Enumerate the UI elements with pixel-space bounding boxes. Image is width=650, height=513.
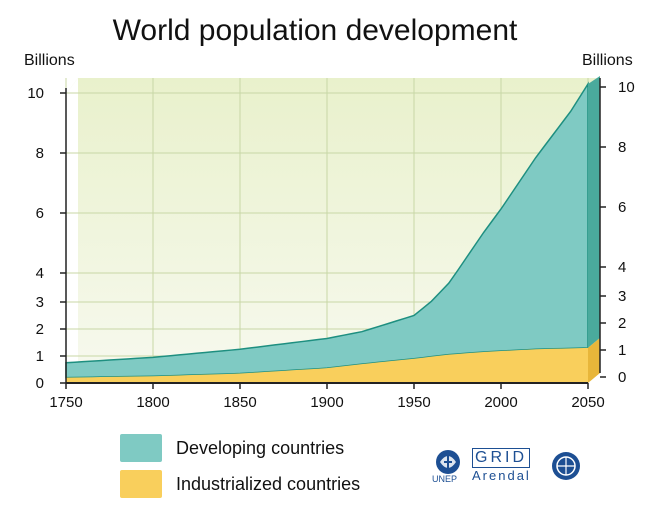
x-tick-label: 1800 [136, 394, 169, 411]
right-y-tick-label: 6 [618, 199, 626, 216]
right-y-tick-label: 4 [618, 259, 626, 276]
side-face-developing [588, 76, 600, 348]
x-tick-label: 1900 [310, 394, 343, 411]
x-tick-label: 2050 [571, 394, 604, 411]
x-tick-label: 1850 [223, 394, 256, 411]
grid-logo-text: GRID [472, 448, 530, 468]
arendal-logo-text: Arendal [472, 468, 531, 483]
series-areas [65, 76, 600, 383]
right-y-tick-label: 0 [618, 369, 626, 386]
chart-title: World population development [112, 14, 518, 47]
logo-block: UNEP GRID Arendal [432, 448, 582, 486]
left-axis-unit: Billions [24, 52, 75, 69]
legend-swatch-industrialized [120, 470, 162, 498]
right-y-tick-label: 1 [618, 342, 626, 359]
right-axis-unit: Billions [582, 52, 633, 69]
left-y-tick-label: 4 [36, 265, 44, 282]
right-y-tick-label: 10 [618, 79, 635, 96]
side-face-industrialized [588, 337, 600, 383]
right-y-tick-label: 2 [618, 315, 626, 332]
legend-label-industrialized: Industrialized countries [176, 473, 361, 494]
legend-label-developing: Developing countries [176, 437, 345, 458]
legend-swatch-developing [120, 434, 162, 462]
area-industrialized-countries [66, 347, 588, 383]
legend-item-industrialized: Industrialized countries [120, 470, 360, 498]
x-tick-label: 1950 [397, 394, 430, 411]
un-emblem-icon [552, 452, 580, 480]
left-y-tick-label: 1 [36, 348, 44, 365]
tick-labels: 1750 1800 1850 1900 1950 2000 2050 0 1 2 3 4 6 8 10 0 1 2… [27, 79, 634, 411]
x-tick-label: 1750 [49, 394, 82, 411]
legend-item-developing: Developing countries [120, 434, 344, 462]
left-y-tick-label: 10 [27, 85, 44, 102]
left-y-tick-label: 8 [36, 145, 44, 162]
unep-logo-icon [436, 450, 460, 474]
right-y-tick-label: 8 [618, 139, 626, 156]
left-y-tick-label: 0 [36, 375, 44, 392]
unep-logo-text: UNEP [432, 474, 458, 484]
x-tick-label: 2000 [484, 394, 517, 411]
right-y-tick-label: 3 [618, 288, 626, 305]
left-y-tick-label: 6 [36, 205, 44, 222]
left-y-tick-label: 3 [36, 294, 44, 311]
plot-left-wall [66, 78, 78, 383]
left-y-tick-label: 2 [36, 321, 44, 338]
